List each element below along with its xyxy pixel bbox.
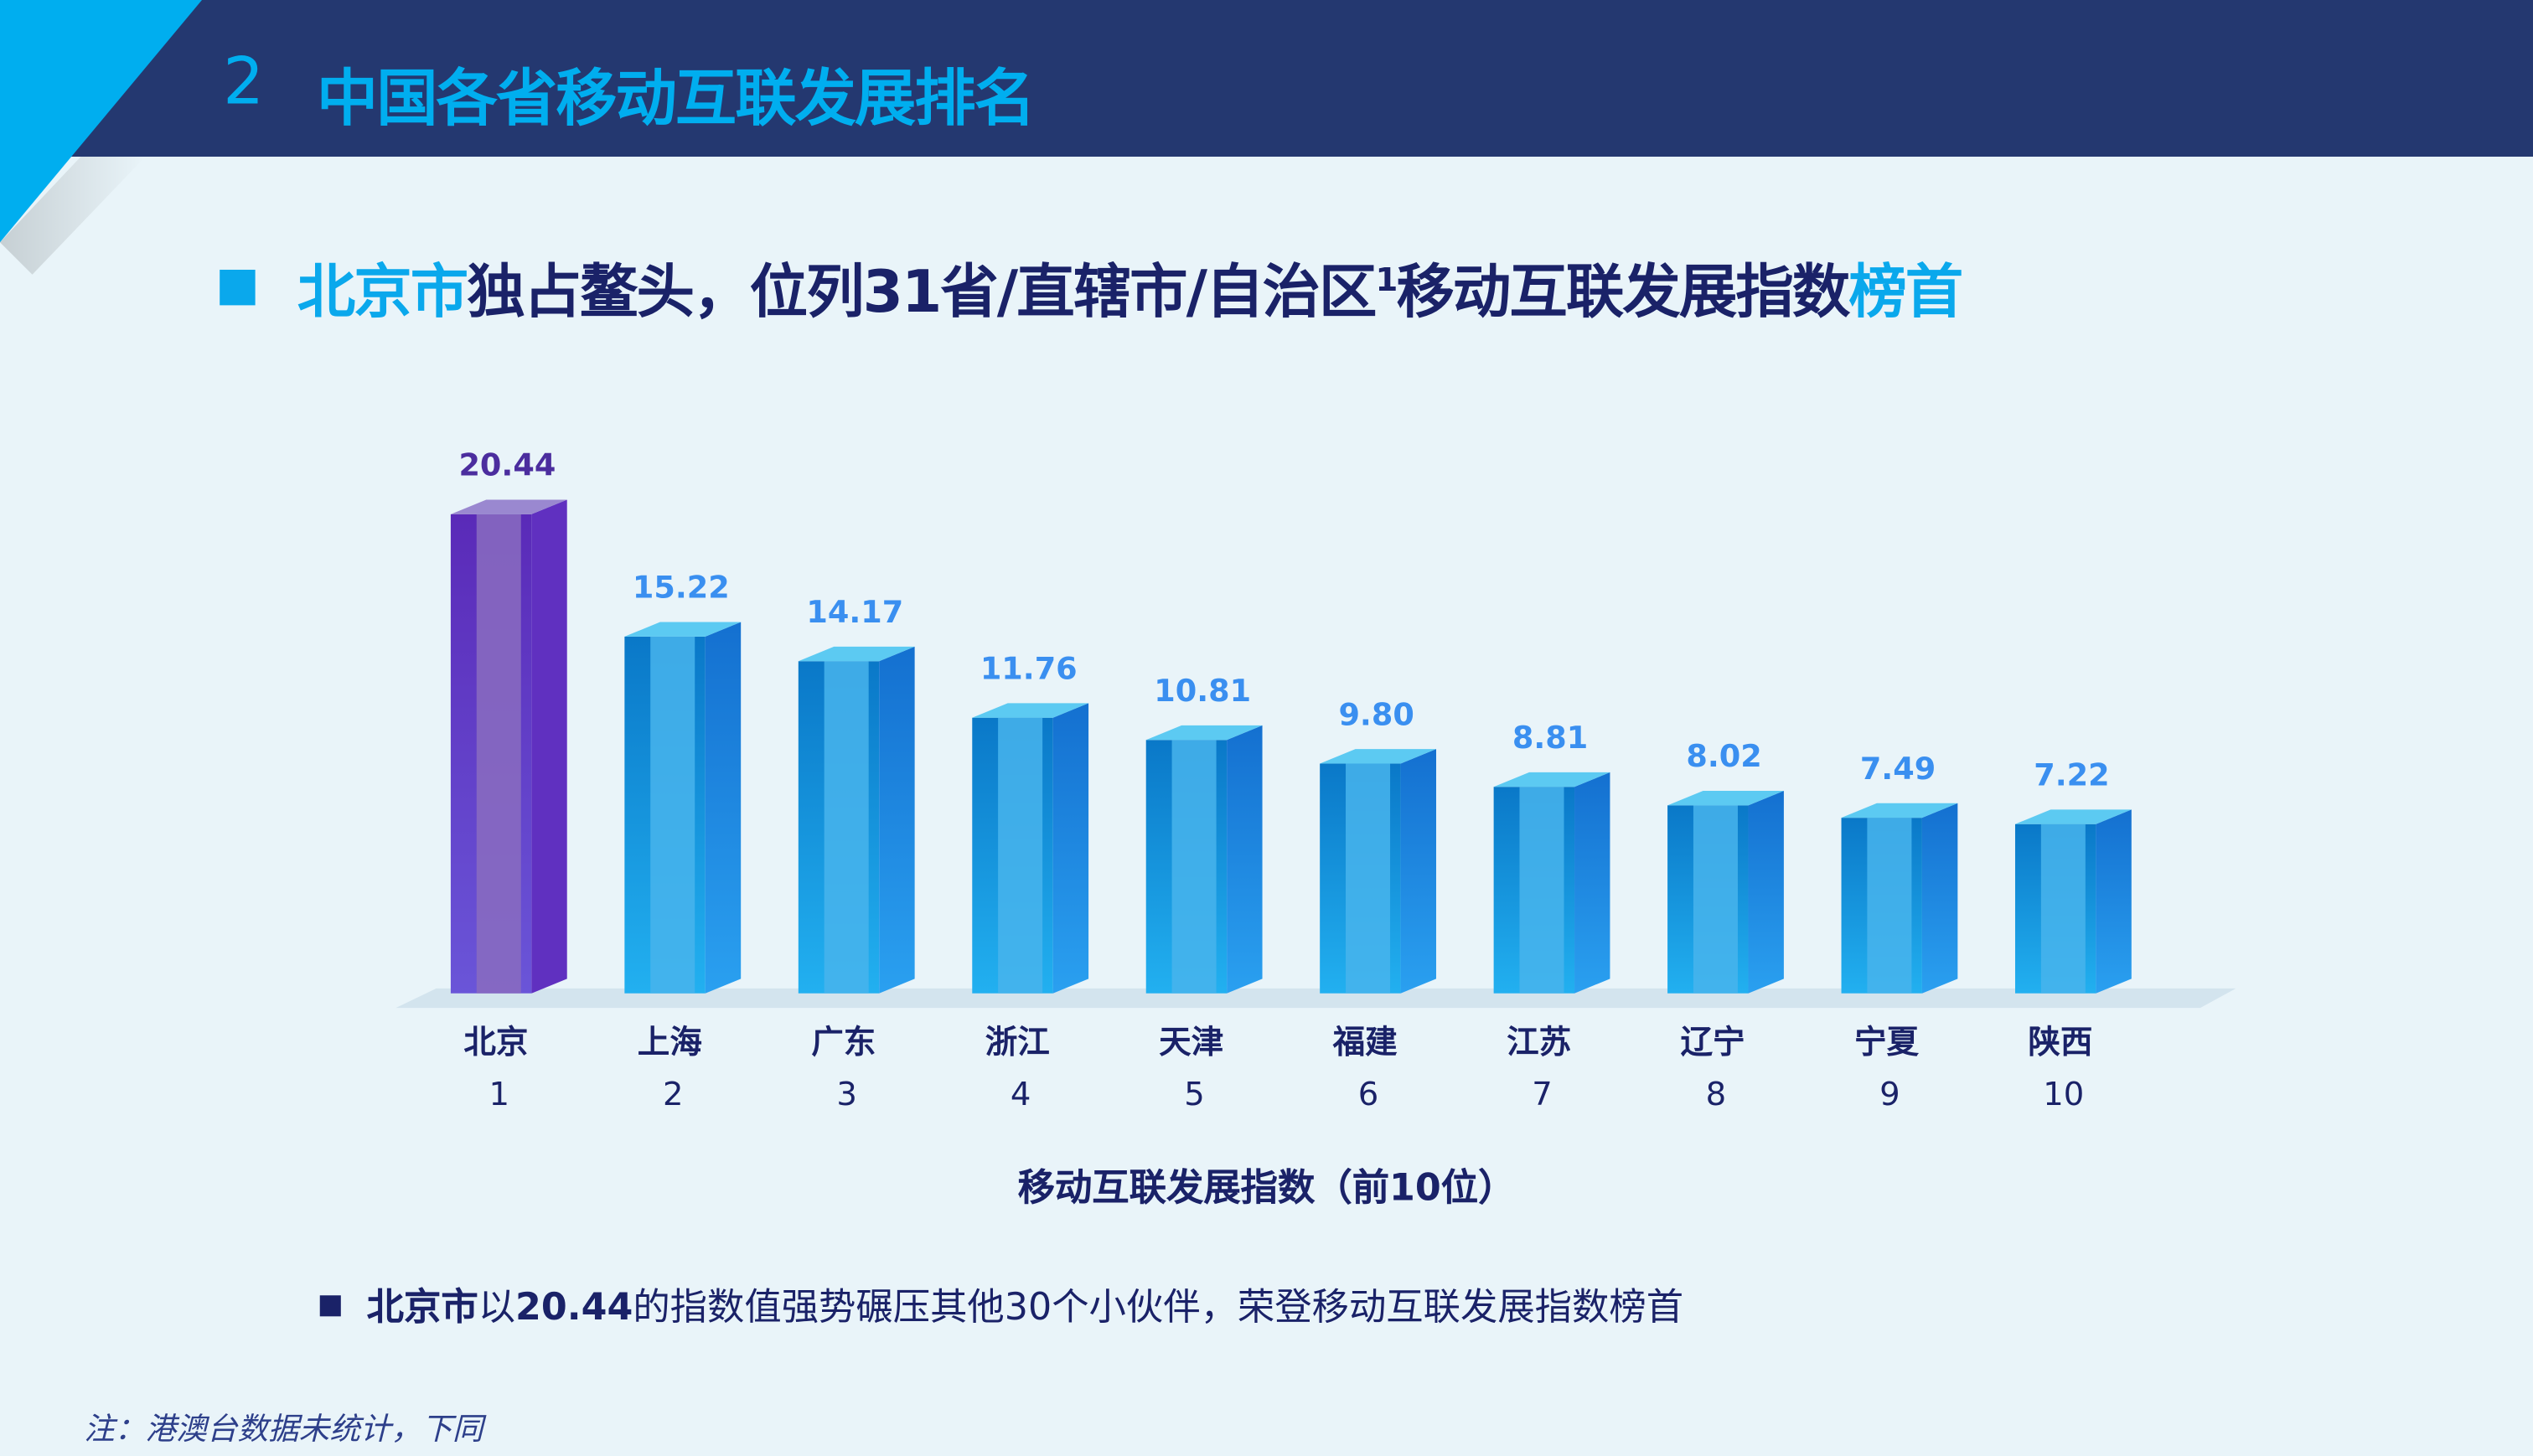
rank-label: 6 [1358, 1076, 1379, 1113]
rank-label: 1 [489, 1076, 509, 1113]
bar-highlight [476, 514, 521, 994]
data-label: 8.81 [1512, 720, 1588, 756]
data-label: 7.22 [2034, 756, 2109, 793]
bar-top [798, 646, 915, 662]
rank-label: 9 [1879, 1076, 1900, 1113]
footnote: 注：港澳台数据未统计，下同 [84, 1412, 483, 1448]
page-title: 中国各省移动互联发展排名 [316, 63, 1036, 135]
rank-label: 2 [663, 1076, 684, 1113]
bar-side [879, 646, 915, 994]
corner-decoration [0, 0, 202, 275]
bullet-value: 20.44 [515, 1287, 633, 1330]
bar-side [705, 622, 742, 994]
data-label: 7.49 [1860, 751, 1936, 787]
category-label: 天津 [1159, 1024, 1223, 1061]
rank-label: 10 [2043, 1076, 2084, 1113]
bar-highlight [1346, 763, 1391, 994]
square-bullet-icon [220, 269, 256, 306]
bar-top [1493, 772, 1610, 787]
category-label: 辽宁 [1681, 1024, 1745, 1061]
square-bullet-icon [319, 1295, 341, 1317]
bullet-text: 以 [478, 1287, 516, 1330]
headline-highlight-2: 榜首 [1848, 260, 1963, 327]
bar-top [1320, 749, 1436, 764]
rank-label: 8 [1706, 1076, 1727, 1113]
bar-top [2014, 809, 2132, 824]
x-axis-label: 移动互联发展指数（前10位） [1017, 1167, 1516, 1211]
category-label: 福建 [1332, 1024, 1398, 1061]
rank-label: 3 [836, 1076, 857, 1113]
data-label: 11.76 [980, 650, 1078, 686]
bar-side [1227, 725, 1263, 994]
bullet-text-2: 的指数值强势碾压其他30个小伙伴，荣登移动互联发展指数榜首 [633, 1287, 1684, 1330]
data-label: 8.02 [1686, 738, 1761, 774]
bullet-bold: 北京市 [366, 1287, 478, 1330]
summary-bullet: 北京市以20.44的指数值强势碾压其他30个小伙伴，荣登移动互联发展指数榜首 [319, 1276, 1684, 1331]
rank-label: 7 [1532, 1076, 1553, 1113]
bar-side [2096, 809, 2132, 994]
bar-side [1921, 803, 1958, 994]
data-label: 10.81 [1154, 673, 1251, 709]
header-bar [0, 0, 2533, 157]
category-label: 北京 [463, 1024, 528, 1061]
data-label: 15.22 [633, 570, 730, 606]
data-label: 9.80 [1338, 696, 1414, 732]
footnote-marker: 1 [1375, 260, 1398, 299]
data-label: 20.44 [458, 447, 556, 483]
bar-side [1574, 772, 1610, 994]
bar-highlight [1693, 805, 1738, 994]
headline-text-2: 移动互联发展指数 [1396, 260, 1850, 327]
category-label: 上海 [638, 1024, 702, 1061]
headline-text: 独占鳌头，位列31省/直辖市/自治区 [467, 260, 1377, 327]
category-label: 浙江 [985, 1024, 1050, 1061]
rank-label: 5 [1184, 1076, 1205, 1113]
bar-highlight [998, 717, 1043, 994]
bar-highlight [1867, 818, 1912, 994]
bar-top [450, 499, 567, 514]
section-number: 2 [223, 44, 265, 120]
data-label: 14.17 [806, 594, 903, 630]
bar-top [972, 703, 1089, 718]
bar-top [1841, 803, 1958, 818]
rank-label: 4 [1011, 1076, 1031, 1113]
bar-highlight [1171, 740, 1217, 994]
bar-highlight [650, 636, 695, 994]
category-label: 广东 [811, 1024, 876, 1061]
category-label: 宁夏 [1854, 1024, 1920, 1061]
category-label: 江苏 [1507, 1024, 1571, 1061]
bar-highlight [1519, 787, 1564, 994]
bar-side [1400, 749, 1436, 994]
category-label: 陕西 [2028, 1024, 2092, 1061]
bar-top [624, 622, 742, 637]
bar-highlight [824, 661, 869, 994]
headline: 北京市独占鳌头，位列31省/直辖市/自治区1移动互联发展指数榜首 [220, 245, 1963, 329]
bar-side [531, 499, 567, 994]
headline-highlight: 北京市 [297, 260, 468, 327]
bar-top [1667, 790, 1784, 806]
bar-top [1145, 725, 1263, 741]
bar-side [1052, 703, 1089, 994]
bar-side [1748, 790, 1784, 994]
bar-highlight [2040, 824, 2086, 994]
